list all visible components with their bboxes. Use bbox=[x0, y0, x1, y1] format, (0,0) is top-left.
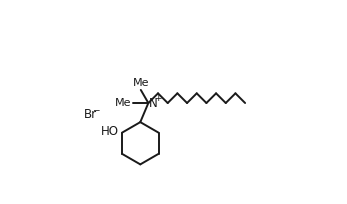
Text: Me: Me bbox=[133, 78, 149, 88]
Text: −: − bbox=[92, 105, 99, 114]
Text: Br: Br bbox=[84, 108, 97, 121]
Text: N: N bbox=[149, 96, 158, 110]
Text: +: + bbox=[154, 94, 161, 103]
Text: Me: Me bbox=[115, 98, 132, 108]
Text: HO: HO bbox=[100, 125, 118, 138]
